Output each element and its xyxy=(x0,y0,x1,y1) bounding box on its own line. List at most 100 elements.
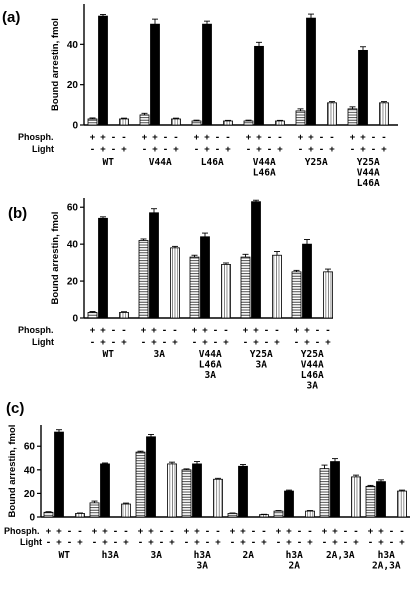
light-sign: + xyxy=(360,145,366,155)
phosph-sign: + xyxy=(240,527,246,537)
phosph-sign: - xyxy=(121,133,126,143)
light-sign: + xyxy=(102,538,108,548)
bar xyxy=(306,17,316,126)
phosph-sign: - xyxy=(274,326,279,336)
light-sign: + xyxy=(223,338,229,348)
phosph-sign: + xyxy=(360,133,366,143)
light-sign: - xyxy=(159,538,164,548)
bar-group: +-++---+2A,3A xyxy=(319,458,361,561)
bar xyxy=(191,120,202,126)
light-sign: - xyxy=(141,338,146,348)
bar xyxy=(167,463,177,518)
bar-group: +-++---+L46A xyxy=(191,20,233,168)
group-label: L46A xyxy=(201,157,224,168)
light-sign: - xyxy=(276,538,281,548)
phosph-sign: + xyxy=(230,527,236,537)
bar xyxy=(223,120,233,126)
phosph-sign: - xyxy=(264,326,269,336)
bar xyxy=(376,481,386,518)
row-label-light: Light xyxy=(32,144,54,154)
bar xyxy=(272,254,282,319)
phosph-sign: - xyxy=(173,133,178,143)
phosph-sign: + xyxy=(256,133,262,143)
phosph-sign: - xyxy=(215,527,220,537)
phosph-sign: + xyxy=(194,133,200,143)
phosph-sign: - xyxy=(399,527,404,537)
phosph-sign: - xyxy=(381,133,386,143)
light-sign: + xyxy=(100,338,106,348)
light-sign: - xyxy=(243,338,248,348)
group-label: 2A,3A xyxy=(326,550,355,561)
phosph-sign: + xyxy=(138,527,144,537)
bar xyxy=(330,461,340,518)
light-sign: + xyxy=(151,338,157,348)
group-label: Y25A xyxy=(301,349,324,360)
light-sign: + xyxy=(173,145,179,155)
bar xyxy=(135,451,146,518)
phosph-sign: - xyxy=(215,133,220,143)
phosph-sign: - xyxy=(77,527,82,537)
row-label-phosph: Phosph. xyxy=(18,132,54,142)
y-tick-label: 60 xyxy=(24,442,36,453)
bar xyxy=(358,49,368,126)
chart-panel-3: (c) Bound arrestin, fmol 0 20 40 60 Phosph.Lig… xyxy=(4,400,410,572)
phosph-sign: + xyxy=(304,326,310,336)
phosph-sign: - xyxy=(225,133,230,143)
phosph-sign: + xyxy=(152,133,158,143)
bar xyxy=(100,463,110,518)
bar xyxy=(171,118,181,126)
group-label: WT xyxy=(103,157,115,168)
phosph-sign: + xyxy=(286,527,292,537)
light-sign: + xyxy=(332,538,338,548)
bar xyxy=(379,102,389,126)
bar xyxy=(238,465,248,518)
light-sign: + xyxy=(256,145,262,155)
bar xyxy=(189,256,200,319)
phosph-sign: - xyxy=(159,527,164,537)
light-sign: - xyxy=(92,538,97,548)
phosph-sign: - xyxy=(371,133,376,143)
light-sign: + xyxy=(253,338,259,348)
group-label: L46A xyxy=(253,168,276,179)
group-label: Y25A xyxy=(250,349,273,360)
bar xyxy=(181,469,192,518)
bar xyxy=(89,502,100,518)
phosph-sign: - xyxy=(213,326,218,336)
light-sign: - xyxy=(194,145,199,155)
row-label-light: Light xyxy=(32,337,54,347)
light-sign: - xyxy=(343,538,348,548)
bar xyxy=(54,431,64,518)
phosph-sign: + xyxy=(294,326,300,336)
group-label: WT xyxy=(103,349,115,360)
phosph-sign: + xyxy=(56,527,62,537)
y-axis-label: Bound arrestin, fmol xyxy=(50,212,61,305)
light-sign: - xyxy=(163,145,168,155)
light-sign: - xyxy=(90,338,95,348)
light-sign: - xyxy=(205,538,210,548)
phosph-sign: - xyxy=(329,133,334,143)
y-tick-label: 0 xyxy=(29,513,35,524)
phosph-sign: - xyxy=(67,527,72,537)
light-sign: + xyxy=(123,538,129,548)
bar xyxy=(221,264,231,319)
light-sign: + xyxy=(121,338,127,348)
bar xyxy=(302,243,312,319)
group-label: 3A xyxy=(256,360,268,371)
phosph-sign: - xyxy=(111,326,116,336)
bar xyxy=(138,240,149,319)
phosph-sign: - xyxy=(343,527,348,537)
light-sign: - xyxy=(322,538,327,548)
light-sign: - xyxy=(246,145,251,155)
light-sign: + xyxy=(261,538,267,548)
light-sign: + xyxy=(77,538,83,548)
bar xyxy=(227,513,238,518)
group-label: h3A xyxy=(286,550,303,561)
row-label-phosph: Phosph. xyxy=(4,526,40,536)
light-sign: + xyxy=(308,145,314,155)
phosph-sign: + xyxy=(46,527,52,537)
y-tick-label: 20 xyxy=(67,80,79,91)
light-sign: - xyxy=(297,538,302,548)
